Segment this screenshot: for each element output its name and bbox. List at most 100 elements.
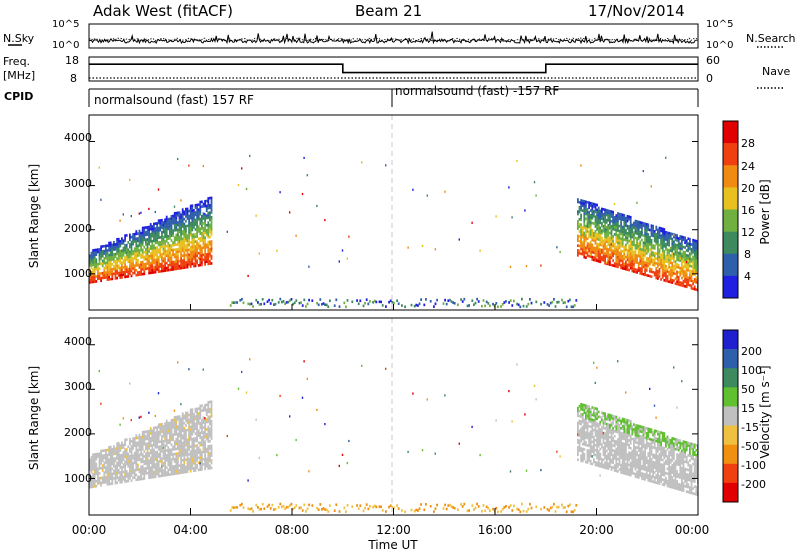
power-cell — [181, 208, 184, 211]
velocity-cell — [617, 430, 619, 434]
power-cell — [151, 256, 154, 260]
velocity-cell — [173, 472, 176, 476]
power-cell — [177, 255, 179, 258]
power-cell — [495, 302, 498, 305]
velocity-cell — [191, 430, 194, 434]
velocity-cell — [201, 438, 203, 442]
power-cell — [631, 262, 634, 266]
velocity-cell — [209, 454, 211, 458]
power-cell — [447, 299, 450, 302]
power-cell — [185, 246, 187, 250]
velocity-cell — [156, 428, 158, 432]
power-cell — [612, 235, 614, 238]
power-cell — [610, 239, 613, 243]
velocity-cell — [460, 503, 462, 506]
power-cell — [613, 233, 616, 236]
power-cell — [140, 241, 142, 245]
velocity-cell — [124, 443, 126, 447]
velocity-cell — [151, 434, 154, 437]
power-cell — [626, 236, 629, 240]
power-cell — [628, 227, 630, 231]
velocity-cell — [204, 428, 206, 432]
power-cell — [695, 259, 698, 262]
velocity-cell — [620, 471, 622, 474]
velocity-cell — [346, 504, 349, 507]
power-cell — [194, 264, 197, 268]
power-cell — [645, 230, 648, 233]
power-cell — [156, 226, 158, 230]
power-cell — [477, 300, 480, 303]
power-cell — [169, 256, 171, 260]
power-cell — [178, 259, 181, 263]
power-cell — [650, 253, 653, 257]
power-cell — [209, 250, 211, 253]
velocity-cell — [141, 460, 144, 463]
velocity-cell — [141, 438, 144, 441]
velocity-cell — [207, 445, 210, 448]
power-cell — [684, 260, 686, 264]
power-cell — [141, 238, 144, 242]
power-cell — [175, 236, 178, 239]
velocity-cell — [613, 444, 616, 448]
velocity-cell — [146, 432, 149, 436]
velocity-cell — [170, 443, 173, 447]
power-cell — [172, 222, 174, 225]
power-cell — [97, 250, 99, 254]
power-cell — [636, 244, 638, 248]
velocity-cell — [127, 474, 130, 478]
velocity-cell — [615, 420, 618, 424]
power-cell — [189, 224, 192, 227]
power-cell — [164, 228, 166, 231]
velocity-cell — [613, 430, 616, 433]
velocity-cell — [177, 471, 179, 475]
power-cell — [127, 241, 130, 244]
power-cell — [149, 223, 152, 226]
power-cell — [177, 221, 179, 224]
velocity-cell — [615, 459, 618, 463]
power-cell — [671, 247, 674, 251]
velocity-cell — [130, 447, 133, 451]
power-cell — [577, 254, 579, 257]
velocity-cell — [133, 459, 136, 462]
velocity-cell — [621, 456, 624, 460]
power-cell — [637, 269, 640, 272]
velocity-cell — [177, 457, 179, 460]
power-cell — [153, 259, 155, 262]
velocity-cell — [329, 504, 331, 507]
velocity-cell — [581, 442, 584, 446]
velocity-cell — [601, 431, 603, 434]
power-cell — [596, 252, 598, 255]
power-cell — [138, 273, 141, 276]
power-cell — [601, 207, 603, 211]
power-colorbar-step — [723, 187, 738, 210]
power-cell — [207, 235, 210, 239]
power-cell — [681, 259, 683, 263]
power-cell — [655, 240, 658, 243]
velocity-cell — [165, 429, 168, 433]
power-cell — [681, 242, 683, 246]
power-cell — [588, 233, 590, 236]
power-cell — [177, 228, 179, 232]
power-cell — [177, 211, 179, 215]
velocity-cell — [604, 419, 606, 423]
velocity-cell — [204, 403, 206, 407]
power-cell — [553, 298, 555, 301]
power-cell — [657, 248, 659, 251]
velocity-cell — [156, 450, 158, 454]
power-cell — [586, 250, 588, 253]
noise-left-tick-top: 10^5 — [52, 19, 79, 30]
power-cell — [167, 234, 170, 238]
power-cell — [141, 253, 144, 257]
velocity-cell — [178, 442, 181, 445]
power-cell — [132, 242, 134, 246]
velocity-cell — [125, 460, 128, 464]
velocity-cell — [165, 459, 168, 462]
velocity-cell — [204, 443, 206, 446]
power-cell — [116, 264, 118, 268]
velocity-cell — [189, 430, 192, 434]
power-cell — [634, 222, 637, 225]
velocity-cell — [156, 458, 158, 461]
power-cell — [108, 241, 110, 245]
power-cell — [191, 236, 194, 239]
power-cell — [114, 272, 117, 275]
